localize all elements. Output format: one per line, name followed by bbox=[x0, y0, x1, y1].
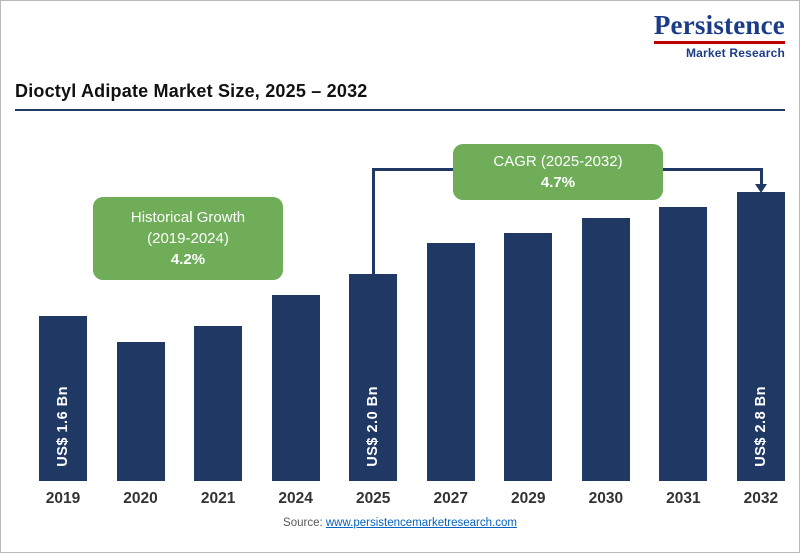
cagr-connector-horizontal-left bbox=[372, 168, 457, 171]
x-axis-label-2019: 2019 bbox=[45, 490, 81, 507]
source-line: Source: www.persistencemarketresearch.co… bbox=[1, 517, 799, 529]
cagr-line1: CAGR (2025-2032) bbox=[493, 153, 623, 170]
historical-growth-value: 4.2% bbox=[170, 251, 206, 268]
x-axis-label-2030: 2030 bbox=[588, 490, 624, 507]
cagr-connector-vertical-2032 bbox=[760, 168, 763, 185]
x-axis-label-2021: 2021 bbox=[200, 490, 236, 507]
chart-area: US$ 1.6 Bn 2019 2020 2021 2024 US$ 2.0 Bn 2025… bbox=[39, 171, 785, 507]
historical-growth-callout: Historical Growth (2019-2024) 4.2% bbox=[93, 197, 283, 280]
cagr-value: 4.7% bbox=[540, 174, 576, 191]
bar-column-2020: 2020 bbox=[116, 171, 165, 507]
brand-logo: Persistence Market Research bbox=[653, 10, 785, 61]
bar-2020 bbox=[116, 341, 165, 481]
bar-2029 bbox=[504, 233, 553, 481]
x-axis-label-2029: 2029 bbox=[511, 490, 546, 507]
bar-2027 bbox=[426, 243, 475, 481]
x-axis-label-2020: 2020 bbox=[123, 490, 158, 507]
bar-2021 bbox=[194, 326, 243, 481]
bar-value-label-2032: US$ 2.8 Bn bbox=[752, 386, 769, 467]
brand-logo-name: Persistence bbox=[653, 10, 785, 40]
bar-column-2030: 2030 bbox=[581, 171, 630, 507]
bar-value-label-2025: US$ 2.0 Bn bbox=[365, 386, 382, 467]
x-axis-label-2024: 2024 bbox=[278, 490, 313, 507]
bar-2032: US$ 2.8 Bn bbox=[736, 191, 785, 481]
bar-2025: US$ 2.0 Bn bbox=[349, 274, 398, 481]
bar-column-2029: 2029 bbox=[504, 171, 553, 507]
historical-growth-line2: (2019-2024) bbox=[147, 230, 229, 247]
bar-2024 bbox=[271, 295, 320, 481]
cagr-connector-vertical-2025 bbox=[372, 168, 375, 275]
source-prefix: Source: bbox=[283, 517, 326, 529]
bar-column-2025: US$ 2.0 Bn 2025 bbox=[349, 171, 398, 507]
bar-column-2024: 2024 bbox=[271, 171, 320, 507]
x-axis-label-2032: 2032 bbox=[743, 490, 779, 507]
bar-2030 bbox=[581, 217, 630, 481]
bar-column-2019: US$ 1.6 Bn 2019 bbox=[39, 171, 87, 507]
bar-2019: US$ 1.6 Bn bbox=[39, 315, 87, 481]
bar-column-2027: 2027 bbox=[426, 171, 475, 507]
x-axis-label-2025: 2025 bbox=[355, 490, 391, 507]
bar-column-2021: 2021 bbox=[194, 171, 243, 507]
brand-logo-red-rule bbox=[653, 41, 785, 45]
down-arrow-icon bbox=[755, 184, 767, 193]
historical-growth-line1: Historical Growth bbox=[130, 209, 246, 226]
source-link[interactable]: www.persistencemarketresearch.com bbox=[325, 517, 517, 529]
title-underline bbox=[15, 109, 785, 111]
page-title: Dioctyl Adipate Market Size, 2025 – 2032 bbox=[15, 81, 368, 101]
x-axis-label-2027: 2027 bbox=[433, 490, 468, 507]
cagr-connector-horizontal-right bbox=[661, 168, 763, 171]
bar-value-label-2019: US$ 1.6 Bn bbox=[55, 386, 71, 467]
cagr-callout: CAGR (2025-2032) 4.7% bbox=[453, 144, 663, 200]
brand-logo-subtitle: Market Research bbox=[685, 46, 785, 61]
bar-column-2031: 2031 bbox=[659, 171, 708, 507]
x-axis-label-2031: 2031 bbox=[666, 490, 701, 507]
bar-column-2032: US$ 2.8 Bn 2032 bbox=[736, 171, 785, 507]
bar-2031 bbox=[659, 207, 708, 481]
